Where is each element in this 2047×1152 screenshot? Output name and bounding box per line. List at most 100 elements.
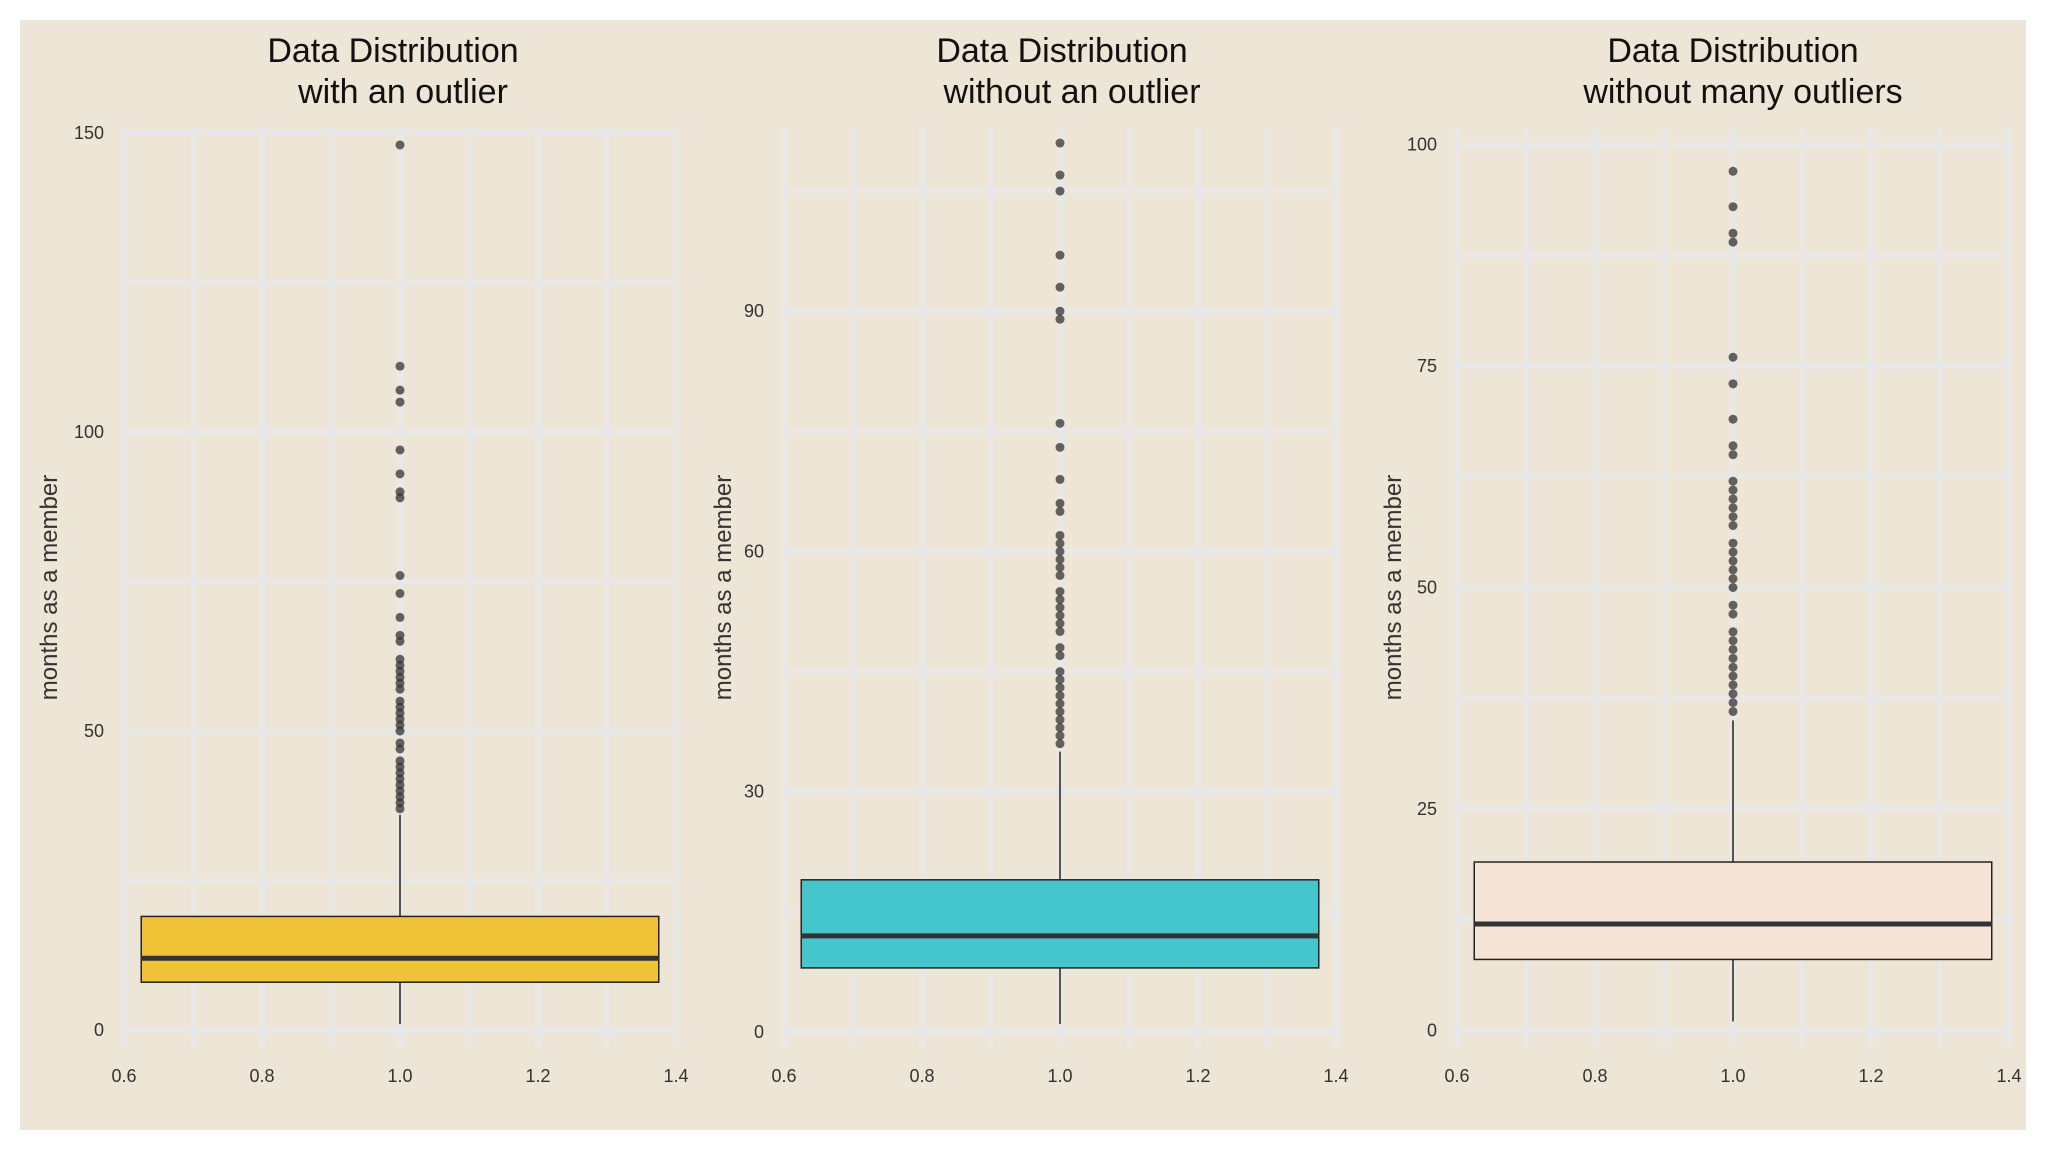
chart-panel-3: 0 25 50 75 100 0.6 0.8 1.0 1.2 1.4 months as a mem… xyxy=(1380,32,2022,1086)
y-tick-label: 50 xyxy=(1417,578,1437,598)
outlier-point xyxy=(1728,494,1738,504)
outlier-point xyxy=(1728,512,1738,522)
outlier-point xyxy=(1055,595,1065,605)
outlier-point xyxy=(1728,538,1738,548)
outlier-point xyxy=(1728,644,1738,654)
outlier-point xyxy=(1055,546,1065,556)
box-iqr xyxy=(800,879,1320,969)
outlier-point xyxy=(1728,352,1738,362)
y-tick-label: 30 xyxy=(744,782,764,802)
x-tick-label: 1.0 xyxy=(387,1066,412,1086)
outlier-point xyxy=(1728,600,1738,610)
y-tick-label: 60 xyxy=(744,541,764,561)
outlier-point xyxy=(1055,683,1065,693)
y-tick-label: 0 xyxy=(754,1022,764,1042)
y-tick-label: 0 xyxy=(94,1020,104,1040)
x-tick-label: 1.4 xyxy=(1323,1066,1348,1086)
chart-title-line2: without many outliers xyxy=(1582,73,1902,111)
outlier-point xyxy=(395,571,405,581)
outlier-point xyxy=(1055,498,1065,508)
y-tick-label: 75 xyxy=(1417,356,1437,376)
outlier-point xyxy=(395,487,405,497)
y-tick-label: 100 xyxy=(74,422,104,442)
outlier-point xyxy=(1055,603,1065,613)
outlier-point xyxy=(395,385,405,395)
x-tick-label: 1.2 xyxy=(525,1066,550,1086)
outlier-point xyxy=(1728,627,1738,637)
outlier-point xyxy=(1055,554,1065,564)
outlier-point xyxy=(1055,314,1065,324)
outlier-point xyxy=(1055,627,1065,637)
outlier-point xyxy=(1728,414,1738,424)
outlier-point xyxy=(1055,731,1065,741)
outlier-point xyxy=(1728,565,1738,575)
y-axis-label: months as a member xyxy=(1380,475,1407,700)
outlier-point xyxy=(1055,715,1065,725)
outlier-point xyxy=(1728,441,1738,451)
outlier-point xyxy=(1728,228,1738,238)
outlier-point xyxy=(1728,609,1738,619)
x-tick-label: 0.8 xyxy=(249,1066,274,1086)
x-tick-label: 1.2 xyxy=(1858,1066,1883,1086)
y-tick-label: 90 xyxy=(744,301,764,321)
outlier-point xyxy=(395,445,405,455)
y-tick-label: 100 xyxy=(1407,135,1437,155)
outlier-point xyxy=(1728,379,1738,389)
chart-title-line1: Data Distribution xyxy=(267,32,518,70)
x-tick-label: 0.6 xyxy=(111,1066,136,1086)
outlier-point xyxy=(1728,521,1738,531)
outlier-point xyxy=(1055,442,1065,452)
outlier-point xyxy=(395,140,405,150)
outlier-point xyxy=(1728,636,1738,646)
outlier-point xyxy=(1055,739,1065,749)
chart-title-line2: with an outlier xyxy=(297,73,508,111)
x-tick-label: 0.6 xyxy=(1444,1066,1469,1086)
outlier-point xyxy=(1055,474,1065,484)
outlier-point xyxy=(1728,653,1738,663)
y-tick-label: 0 xyxy=(1427,1020,1437,1040)
outlier-point xyxy=(395,612,405,622)
x-tick-label: 1.0 xyxy=(1720,1066,1745,1086)
outlier-point xyxy=(395,696,405,706)
x-tick-label: 1.4 xyxy=(663,1066,688,1086)
outlier-point xyxy=(1728,450,1738,460)
outlier-point xyxy=(395,756,405,766)
outlier-point xyxy=(1055,619,1065,629)
chart-title-line1: Data Distribution xyxy=(936,32,1187,70)
outlier-point xyxy=(1728,698,1738,708)
outlier-point xyxy=(1055,675,1065,685)
outlier-point xyxy=(1728,662,1738,672)
y-tick-label: 25 xyxy=(1417,799,1437,819)
outlier-point xyxy=(1055,170,1065,180)
outlier-point xyxy=(1055,723,1065,733)
outlier-point xyxy=(1728,671,1738,681)
chart-title-line2: without an outlier xyxy=(942,73,1200,111)
y-tick-label: 150 xyxy=(74,123,104,143)
outlier-point xyxy=(1055,418,1065,428)
outlier-point xyxy=(1728,689,1738,699)
outlier-point xyxy=(1055,611,1065,621)
outlier-point xyxy=(395,630,405,640)
chart-panel-1: 0 50 100 150 0.6 0.8 1.0 1.2 1.4 months as a memb… xyxy=(36,32,689,1086)
x-tick-label: 0.6 xyxy=(771,1066,796,1086)
outlier-point xyxy=(1728,547,1738,557)
y-axis-label: months as a member xyxy=(710,475,737,700)
x-tick-label: 0.8 xyxy=(909,1066,934,1086)
outlier-point xyxy=(1728,574,1738,584)
x-tick-label: 1.4 xyxy=(1996,1066,2021,1086)
chart-panel-2: 0 30 60 90 0.6 0.8 1.0 1.2 1.4 months as a member… xyxy=(710,32,1349,1086)
outlier-point xyxy=(1055,506,1065,516)
outlier-point xyxy=(1055,587,1065,597)
y-axis-label: months as a member xyxy=(36,475,63,700)
outlier-point xyxy=(1055,651,1065,661)
outlier-point xyxy=(1055,530,1065,540)
outlier-point xyxy=(1055,282,1065,292)
x-tick-label: 1.0 xyxy=(1047,1066,1072,1086)
outlier-point xyxy=(1055,707,1065,717)
outlier-point xyxy=(1728,503,1738,513)
outlier-point xyxy=(1728,237,1738,247)
outlier-point xyxy=(1055,186,1065,196)
outlier-point xyxy=(395,588,405,598)
box-iqr xyxy=(140,915,660,983)
